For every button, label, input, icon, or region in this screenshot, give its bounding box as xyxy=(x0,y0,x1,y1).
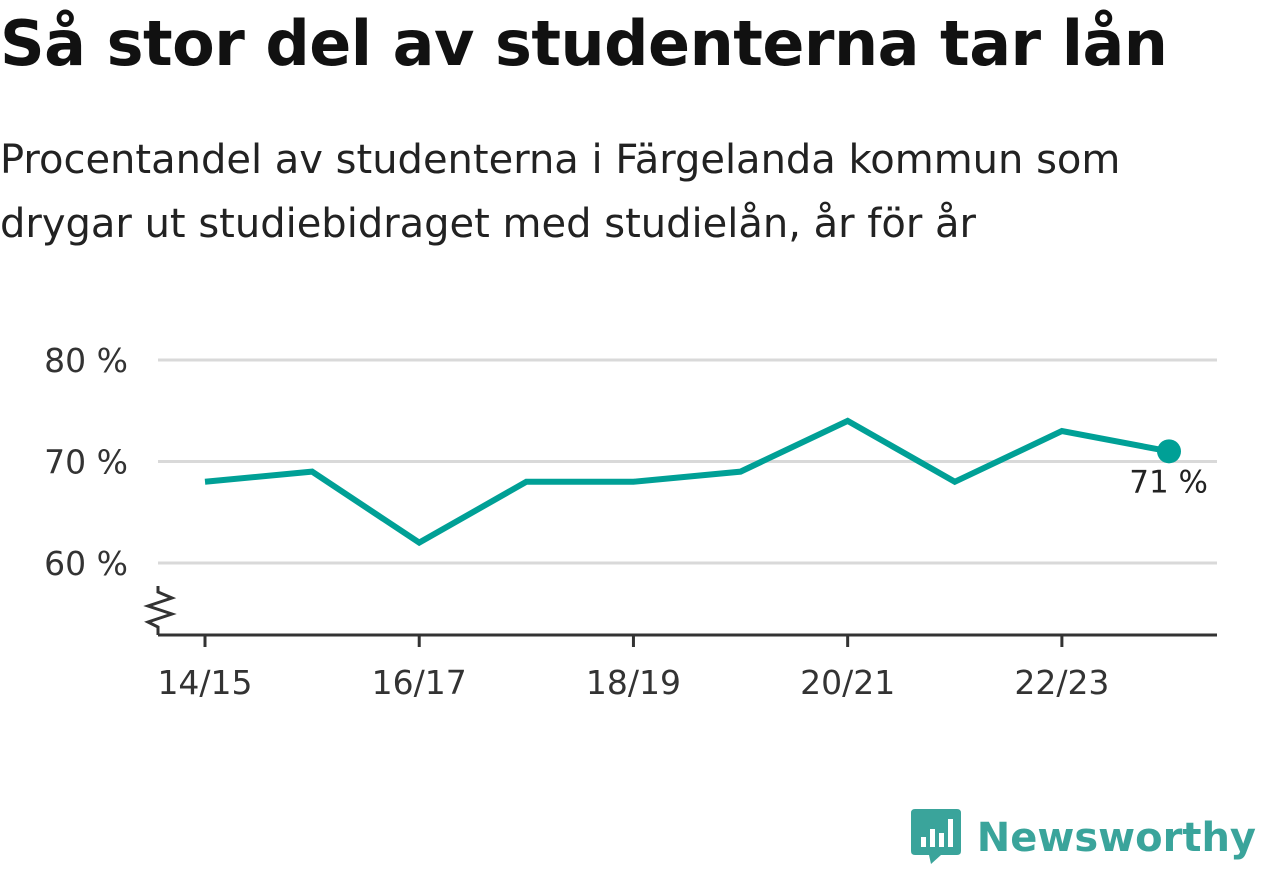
chart-title: Så stor del av studenterna tar lån xyxy=(0,7,1168,80)
x-tick-label: 20/21 xyxy=(800,663,895,702)
axis-break-icon xyxy=(143,586,177,635)
x-tick-label: 18/19 xyxy=(586,663,681,702)
x-tick-label: 14/15 xyxy=(157,663,252,702)
y-tick-label: 80 % xyxy=(44,341,128,380)
y-tick-label: 70 % xyxy=(44,442,128,481)
brand-logo: Newsworthy xyxy=(910,807,1256,869)
y-tick-label: 60 % xyxy=(44,544,128,583)
series-layer: 71 % xyxy=(204,417,1208,547)
y-axis-labels: 60 % 70 % 80 % xyxy=(44,341,128,583)
x-tick-label: 16/17 xyxy=(372,663,467,702)
last-value-label: 71 % xyxy=(1129,464,1208,500)
newsworthy-logo-icon xyxy=(910,807,963,869)
brand-name: Newsworthy xyxy=(976,815,1256,861)
last-point-marker xyxy=(1157,439,1181,464)
x-axis: 14/15 16/17 18/19 20/21 22/23 xyxy=(143,586,1217,702)
series-line xyxy=(204,417,1170,547)
gridlines xyxy=(158,358,1217,565)
x-tick-label: 22/23 xyxy=(1014,663,1109,702)
chart-subtitle: Procentandel av studenterna i Färgelanda… xyxy=(0,137,1121,247)
